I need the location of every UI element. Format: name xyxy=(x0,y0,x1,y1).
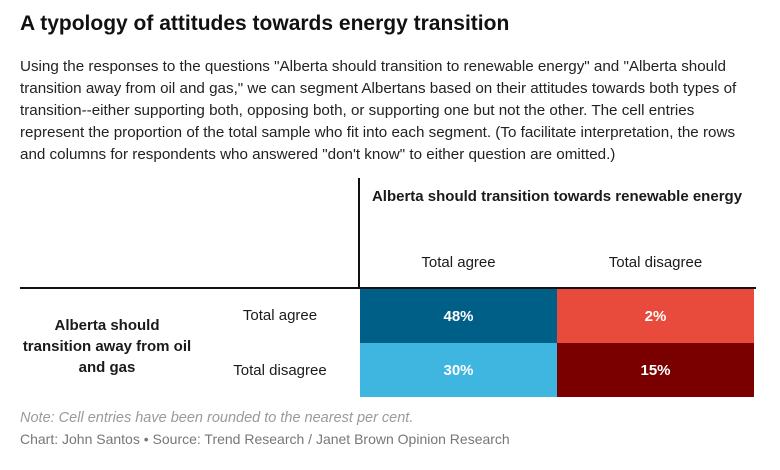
cell-agree-agree: 48% xyxy=(360,289,557,343)
source-credit: Chart: John Santos • Source: Trend Resea… xyxy=(20,431,510,447)
chart-description: Using the responses to the questions "Al… xyxy=(20,58,737,163)
column-label-total-agree: Total agree xyxy=(421,254,496,271)
chart-title: A typology of attitudes towards energy t… xyxy=(20,12,510,35)
cell-agree-disagree: 2% xyxy=(557,289,754,343)
vertical-divider xyxy=(358,178,360,288)
row-label-total-agree: Total agree xyxy=(242,307,318,324)
row-header: Alberta should transition away from oil … xyxy=(22,317,192,376)
cell-disagree-disagree: 15% xyxy=(557,343,754,397)
column-header: Alberta should transition towards renewa… xyxy=(371,188,743,205)
horizontal-divider xyxy=(20,287,756,289)
footnote: Note: Cell entries have been rounded to … xyxy=(20,410,414,426)
cell-disagree-agree: 30% xyxy=(360,343,557,397)
row-label-total-disagree: Total disagree xyxy=(233,362,327,379)
column-label-total-disagree: Total disagree xyxy=(608,254,703,271)
